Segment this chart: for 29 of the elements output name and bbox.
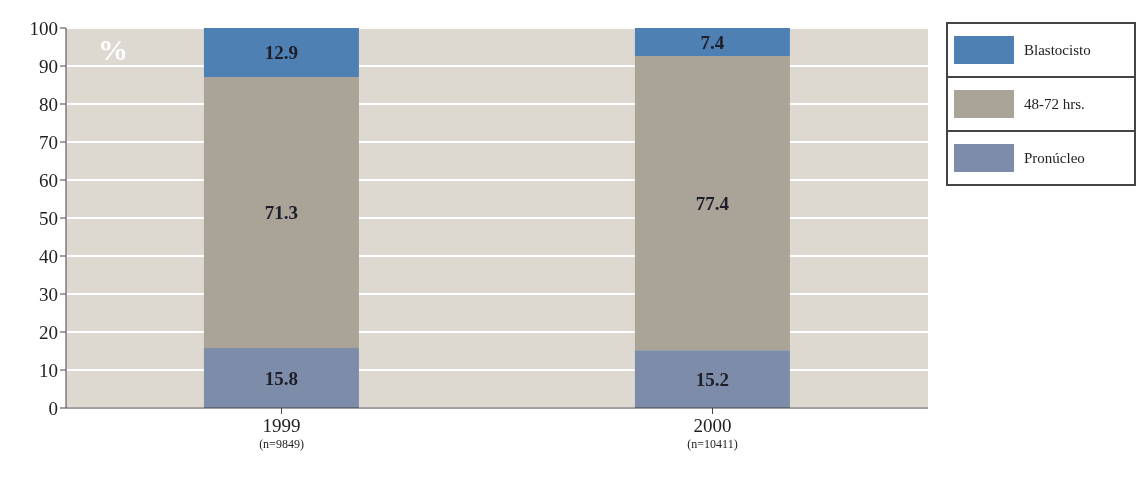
bar [634,350,790,408]
y-tick-label: 90 [39,55,58,77]
data-label: 15.8 [264,367,299,389]
legend-label: Pronúcleo [1024,149,1085,167]
y-tick-label: 50 [39,207,58,229]
data-label: 12.9 [264,42,299,64]
y-tick-label: 10 [39,359,58,381]
data-label: 15.2 [695,368,730,390]
y-tick-label: 20 [39,321,58,343]
legend-label: Blastocisto [1024,41,1091,59]
y-tick-label: 80 [39,93,58,115]
bar [203,28,359,78]
bar [203,77,359,348]
data-label: 71.3 [264,202,299,224]
bar [634,56,790,351]
bar [634,28,790,57]
y-tick-label: 100 [29,17,58,39]
legend-label: 48-72 hrs. [1024,95,1085,113]
y-tick-label: 0 [48,397,58,419]
data-label: 77.4 [695,192,730,214]
y-tick-label: 30 [39,283,58,305]
bar [203,347,359,408]
y-tick-label: 70 [39,131,58,153]
x-tick-label: 2000 (n=10411) [687,415,738,451]
y-axis-title: % [98,33,128,66]
x-tick-label: 1999 (n=9849) [259,415,304,451]
y-tick-label: 40 [39,245,58,267]
y-tick-label: 60 [39,169,58,191]
data-label: 7.4 [700,31,725,53]
